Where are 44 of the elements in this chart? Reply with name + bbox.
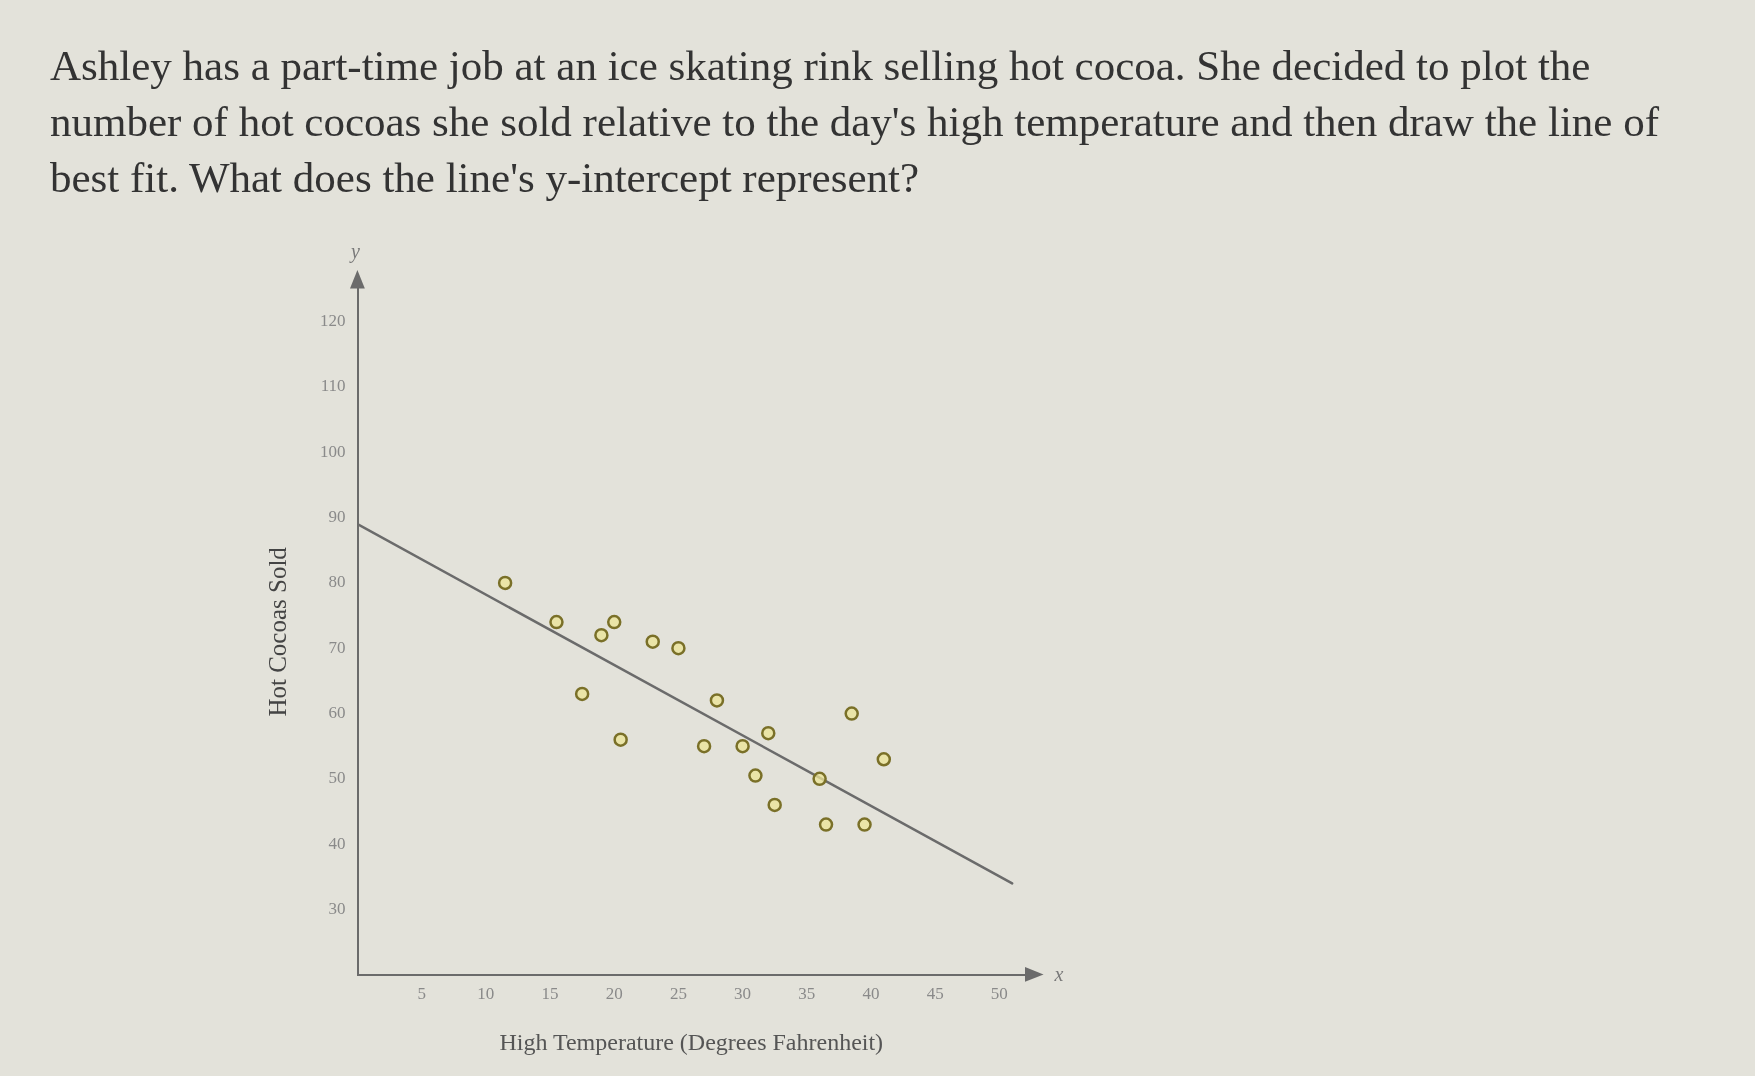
x-axis-title: High Temperature (Degrees Fahrenheit): [499, 1028, 884, 1055]
point: [844, 706, 859, 721]
y-tick-label: 90: [328, 507, 346, 527]
point: [671, 640, 686, 656]
chart-title: Ashley has a part-time job at an ice skating rink selling hot cocoa. She decided to plot the number of hot cocoas she sold relative to the day's high temperature and then draw the line of best fit. What does the line's y-intercept represent?: [50, 41, 1660, 203]
x-tick-label: 30: [734, 984, 752, 1004]
point: [818, 817, 834, 832]
text: y: [349, 240, 361, 264]
y-axis-title: Hot Cocoas Sold: [263, 546, 291, 717]
y-tick-label: 110: [320, 376, 346, 396]
x-tick-label: 35: [798, 984, 816, 1004]
point: [767, 797, 782, 813]
point: [696, 738, 712, 754]
point: [594, 627, 609, 643]
y-tick-label: 60: [328, 703, 346, 723]
point: [761, 725, 776, 741]
y-tick-label: 40: [328, 833, 346, 853]
y-tick-label: 70: [328, 637, 346, 657]
x-tick-label: 10: [477, 984, 495, 1004]
y-tick-label: 120: [320, 311, 346, 331]
point: [613, 732, 628, 747]
y-tick-label: 30: [328, 898, 346, 918]
point: [549, 614, 564, 630]
point: [876, 752, 892, 767]
x-tick-label: 45: [926, 984, 944, 1004]
x-tick-label: 20: [605, 984, 623, 1004]
x-tick-label: 25: [669, 984, 687, 1004]
point: [812, 771, 827, 787]
point: [735, 738, 750, 754]
point: [709, 693, 725, 708]
x-tick-label: 50: [990, 984, 1008, 1004]
point: [645, 634, 660, 649]
point: [748, 768, 763, 783]
point: [606, 614, 622, 630]
text: x: [1053, 963, 1064, 986]
y-tick-label: 50: [328, 768, 346, 788]
point: [574, 686, 590, 702]
x-tick-label: 40: [862, 984, 880, 1004]
x-tick-label: 15: [541, 984, 559, 1004]
point: [497, 575, 513, 591]
y-tick-label: 80: [328, 572, 346, 592]
y-tick-label: 100: [320, 441, 346, 461]
point: [857, 817, 872, 832]
x-tick-label: 5: [417, 984, 426, 1004]
